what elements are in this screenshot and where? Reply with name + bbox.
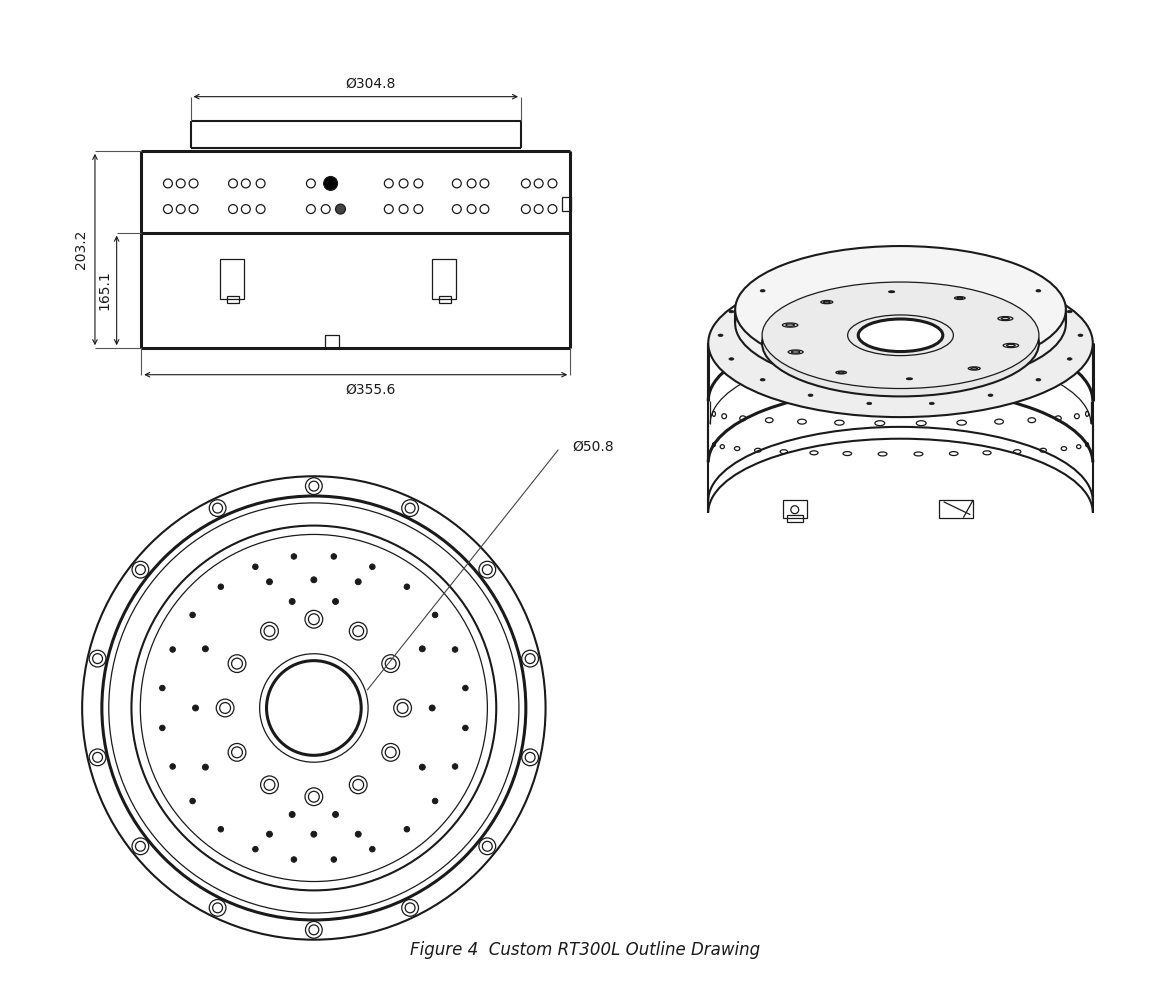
Circle shape (218, 826, 223, 832)
Ellipse shape (718, 334, 723, 337)
Circle shape (356, 579, 362, 585)
Ellipse shape (729, 358, 734, 360)
Circle shape (267, 579, 273, 585)
Circle shape (190, 799, 195, 804)
Text: Ø304.8: Ø304.8 (345, 76, 395, 91)
Circle shape (190, 612, 195, 617)
Circle shape (453, 764, 457, 769)
Circle shape (218, 584, 223, 590)
Ellipse shape (1067, 358, 1072, 360)
Circle shape (453, 647, 457, 652)
Ellipse shape (1067, 310, 1072, 313)
Circle shape (311, 831, 317, 837)
Circle shape (332, 812, 338, 818)
Circle shape (404, 584, 410, 590)
Ellipse shape (859, 319, 943, 352)
Circle shape (331, 857, 337, 862)
Ellipse shape (729, 310, 734, 313)
Ellipse shape (762, 290, 1039, 396)
Circle shape (170, 764, 175, 769)
Ellipse shape (808, 394, 813, 396)
Bar (439, 296, 450, 302)
Ellipse shape (760, 289, 765, 292)
Circle shape (170, 647, 175, 652)
Circle shape (331, 554, 337, 559)
Circle shape (311, 577, 317, 583)
Bar (227, 296, 239, 302)
Ellipse shape (708, 270, 1093, 417)
Circle shape (289, 599, 295, 605)
Circle shape (419, 764, 425, 770)
Text: Figure 4  Custom RT300L Outline Drawing: Figure 4 Custom RT300L Outline Drawing (410, 941, 760, 959)
Ellipse shape (735, 246, 1066, 374)
Circle shape (202, 646, 208, 652)
Ellipse shape (867, 402, 872, 404)
Circle shape (462, 685, 468, 691)
Ellipse shape (1078, 334, 1083, 337)
Ellipse shape (929, 402, 934, 404)
Circle shape (356, 831, 362, 837)
Circle shape (332, 599, 338, 605)
Circle shape (419, 646, 425, 652)
Circle shape (336, 204, 345, 214)
Circle shape (433, 799, 438, 804)
Circle shape (324, 176, 337, 190)
Circle shape (159, 685, 165, 691)
Ellipse shape (1035, 379, 1041, 381)
Circle shape (429, 705, 435, 711)
Text: 165.1: 165.1 (98, 271, 112, 310)
Circle shape (370, 564, 376, 570)
Bar (220, 260, 243, 299)
Bar (432, 260, 456, 299)
Ellipse shape (735, 260, 1066, 387)
Bar (787, 514, 803, 521)
Circle shape (462, 725, 468, 730)
Circle shape (202, 764, 208, 770)
Circle shape (267, 831, 273, 837)
Bar (325, 335, 338, 348)
Bar (563, 197, 571, 211)
Circle shape (404, 826, 410, 832)
Circle shape (193, 705, 199, 711)
Circle shape (370, 846, 376, 852)
Circle shape (159, 725, 165, 730)
Ellipse shape (987, 394, 993, 396)
Ellipse shape (760, 379, 765, 381)
Circle shape (289, 812, 295, 818)
Text: 203.2: 203.2 (74, 230, 88, 270)
Ellipse shape (1035, 289, 1041, 292)
Circle shape (253, 564, 259, 570)
Circle shape (291, 857, 297, 862)
Circle shape (291, 554, 297, 559)
Circle shape (433, 612, 438, 617)
Ellipse shape (762, 282, 1039, 388)
Text: Ø50.8: Ø50.8 (572, 440, 614, 454)
Text: Ø355.6: Ø355.6 (345, 383, 395, 396)
Circle shape (253, 846, 259, 852)
Bar (783, 499, 806, 517)
Bar (938, 499, 973, 517)
